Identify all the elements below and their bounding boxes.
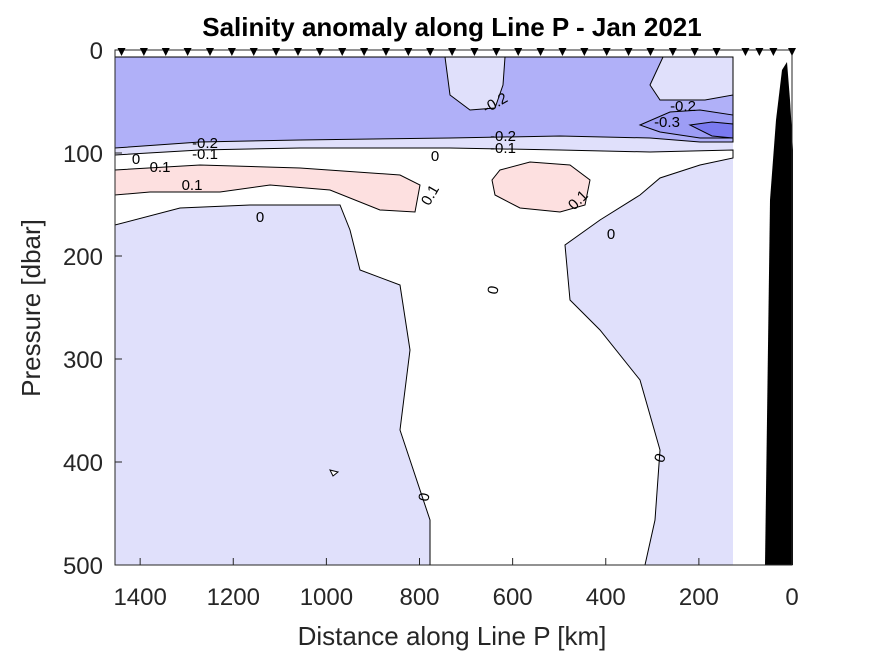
station-marker	[338, 48, 347, 56]
y-tick-label: 300	[63, 347, 103, 374]
region-neg-small	[444, 56, 506, 111]
contour-label: 0	[415, 492, 433, 503]
region-pos	[114, 164, 421, 213]
station-marker	[205, 48, 214, 56]
x-tick-label: 600	[493, 584, 533, 611]
contour-label: -0.3	[654, 114, 680, 131]
contour-label: 0.1	[150, 159, 171, 176]
station-marker	[249, 48, 258, 56]
station-marker	[227, 48, 236, 56]
x-tick-label: 1000	[300, 584, 353, 611]
station-marker	[161, 48, 170, 56]
station-marker	[755, 48, 764, 56]
station-marker	[404, 48, 413, 56]
y-tick-label: 0	[90, 38, 103, 65]
region-neg-mid	[114, 56, 734, 149]
contour-label: -0.2	[192, 135, 218, 152]
region-neg-small	[649, 56, 734, 101]
contour-label: 0.1	[182, 177, 203, 194]
station-marker	[315, 48, 324, 56]
contour-label: 0	[607, 226, 615, 243]
station-marker	[668, 48, 677, 56]
station-marker	[381, 48, 390, 56]
region-zero	[329, 469, 340, 477]
station-marker	[492, 48, 501, 56]
station-marker	[514, 48, 523, 56]
y-tick-label: 200	[63, 244, 103, 271]
station-marker	[139, 48, 148, 56]
chart-title: Salinity anomaly along Line P - Jan 2021	[202, 12, 701, 42]
station-marker	[448, 48, 457, 56]
station-marker	[183, 48, 192, 56]
region-zero	[114, 147, 734, 566]
contour-label: 0	[132, 151, 140, 168]
station-marker	[788, 48, 796, 56]
y-axis-label: Pressure [dbar]	[16, 219, 46, 397]
x-tick-label: 1400	[113, 584, 166, 611]
station-marker	[558, 48, 567, 56]
y-tick-label: 500	[63, 553, 103, 580]
station-marker	[580, 48, 589, 56]
station-marker	[536, 48, 545, 56]
contour-field	[114, 56, 793, 566]
x-tick-label: 200	[679, 584, 719, 611]
x-tick-label: 0	[785, 584, 798, 611]
station-marker	[360, 48, 369, 56]
x-tick-label: 800	[399, 584, 439, 611]
contour-label: 0	[256, 209, 264, 226]
station-marker	[646, 48, 655, 56]
region-pos	[491, 161, 591, 213]
y-tick-label: 100	[63, 141, 103, 168]
x-tick-label: 400	[586, 584, 626, 611]
station-marker	[470, 48, 479, 56]
station-marker	[624, 48, 633, 56]
x-tick-label: 1200	[207, 584, 260, 611]
contour-label: -0.1	[490, 140, 516, 157]
station-marker	[293, 48, 302, 56]
station-marker	[602, 48, 611, 56]
station-marker	[690, 48, 699, 56]
station-marker	[741, 48, 750, 56]
station-marker	[272, 48, 281, 56]
y-tick-label: 400	[63, 450, 103, 477]
region-neg-max	[688, 121, 734, 139]
contour-label: 0	[484, 285, 502, 296]
contour-label: -0.1	[192, 146, 218, 163]
station-marker	[117, 48, 126, 56]
contour-label: -0.2	[670, 98, 696, 115]
bathymetry	[765, 62, 793, 565]
station-marker	[426, 48, 435, 56]
station-marker	[712, 48, 721, 56]
station-marker	[769, 48, 778, 56]
x-axis-label: Distance along Line P [km]	[298, 621, 607, 651]
contour-label: -0.2	[490, 128, 516, 145]
contour-label: 0	[431, 148, 439, 165]
